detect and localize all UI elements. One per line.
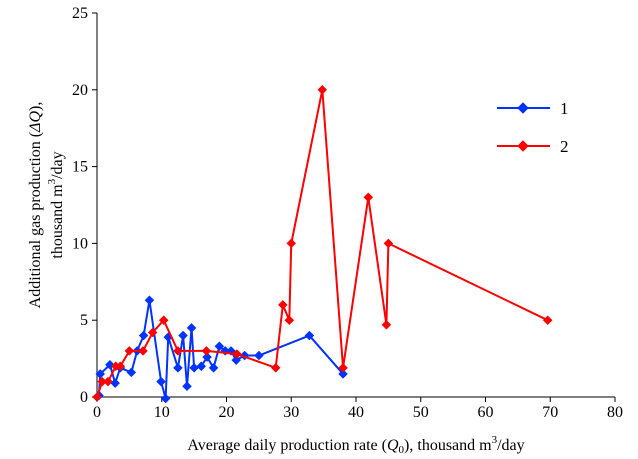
y-axis-title-line2: thousand m3/day (46, 151, 66, 258)
series-1-point (178, 330, 188, 341)
x-tick-label: 60 (478, 404, 494, 421)
series-2-point (103, 376, 113, 387)
plot-area (92, 84, 553, 404)
series-2-point (363, 192, 374, 203)
series-2-point (317, 84, 328, 95)
series-2-point (286, 238, 297, 249)
series-2-point (270, 362, 281, 373)
series-1-point (173, 362, 183, 373)
y-tick-label: 10 (72, 235, 88, 252)
legend-label-2: 2 (560, 137, 569, 156)
series-2-point (173, 346, 183, 356)
series-1-point (160, 393, 171, 404)
series-2-point (138, 346, 148, 356)
series-1-point (138, 330, 149, 341)
y-tick-label: 5 (80, 312, 88, 329)
series-2-point (381, 319, 392, 330)
y-tick-label: 25 (72, 5, 88, 22)
series-2-point (284, 315, 295, 326)
legend-marker-1 (517, 102, 529, 114)
series-2-point (338, 362, 348, 373)
series-1-point (186, 323, 197, 333)
series-1-point (95, 369, 106, 379)
x-tick-label: 0 (93, 404, 101, 421)
series-2-point (92, 392, 102, 402)
series-1-point (231, 355, 242, 365)
series-1-point (304, 330, 315, 341)
y-tick-label: 15 (72, 159, 88, 176)
series-1-point (338, 369, 348, 379)
x-tick-label: 10 (154, 404, 170, 421)
series-2-point (201, 346, 212, 356)
x-tick-label: 20 (219, 404, 235, 421)
series-2-point (124, 346, 135, 356)
series-1-point (156, 376, 166, 387)
x-tick-label: 80 (607, 404, 623, 421)
series-1-point (214, 341, 225, 352)
x-tick-label: 70 (542, 404, 558, 421)
series-2-point (232, 349, 242, 359)
legend-marker-2 (517, 140, 529, 152)
series-2-point (158, 315, 169, 326)
legend-label-1: 1 (560, 99, 569, 118)
y-tick-label: 0 (80, 389, 88, 406)
series-1-point (196, 361, 207, 372)
axes: 0 10 20 30 40 50 60 70 80 0 5 10 15 20 25 (72, 5, 623, 421)
x-tick-label: 50 (413, 404, 429, 421)
legend: 12 (497, 99, 569, 156)
y-axis-title: Additional gas production (ΔQ),thousand … (27, 102, 66, 309)
axis-labels: Average daily production rate (Q0), thou… (27, 102, 525, 456)
y-axis-title-line1: Additional gas production (ΔQ), (27, 102, 44, 309)
x-tick-label: 40 (348, 404, 364, 421)
series-1-point (189, 362, 199, 373)
series-1-point (182, 381, 192, 392)
series-2-point (542, 315, 553, 326)
series-1-point (208, 362, 219, 373)
series-1-point (254, 350, 264, 361)
x-axis-title: Average daily production rate (Q0), thou… (187, 434, 524, 456)
series-2-point (147, 327, 158, 338)
series-1-point (202, 352, 212, 362)
y-tick-label: 20 (72, 82, 88, 99)
series-2-point (383, 238, 394, 249)
series-1-point (126, 367, 137, 378)
series-1-point (144, 295, 155, 306)
series-2-point (277, 299, 288, 310)
series-1-point (110, 378, 120, 389)
series-2-point (115, 361, 126, 372)
x-tick-label: 30 (283, 404, 299, 421)
